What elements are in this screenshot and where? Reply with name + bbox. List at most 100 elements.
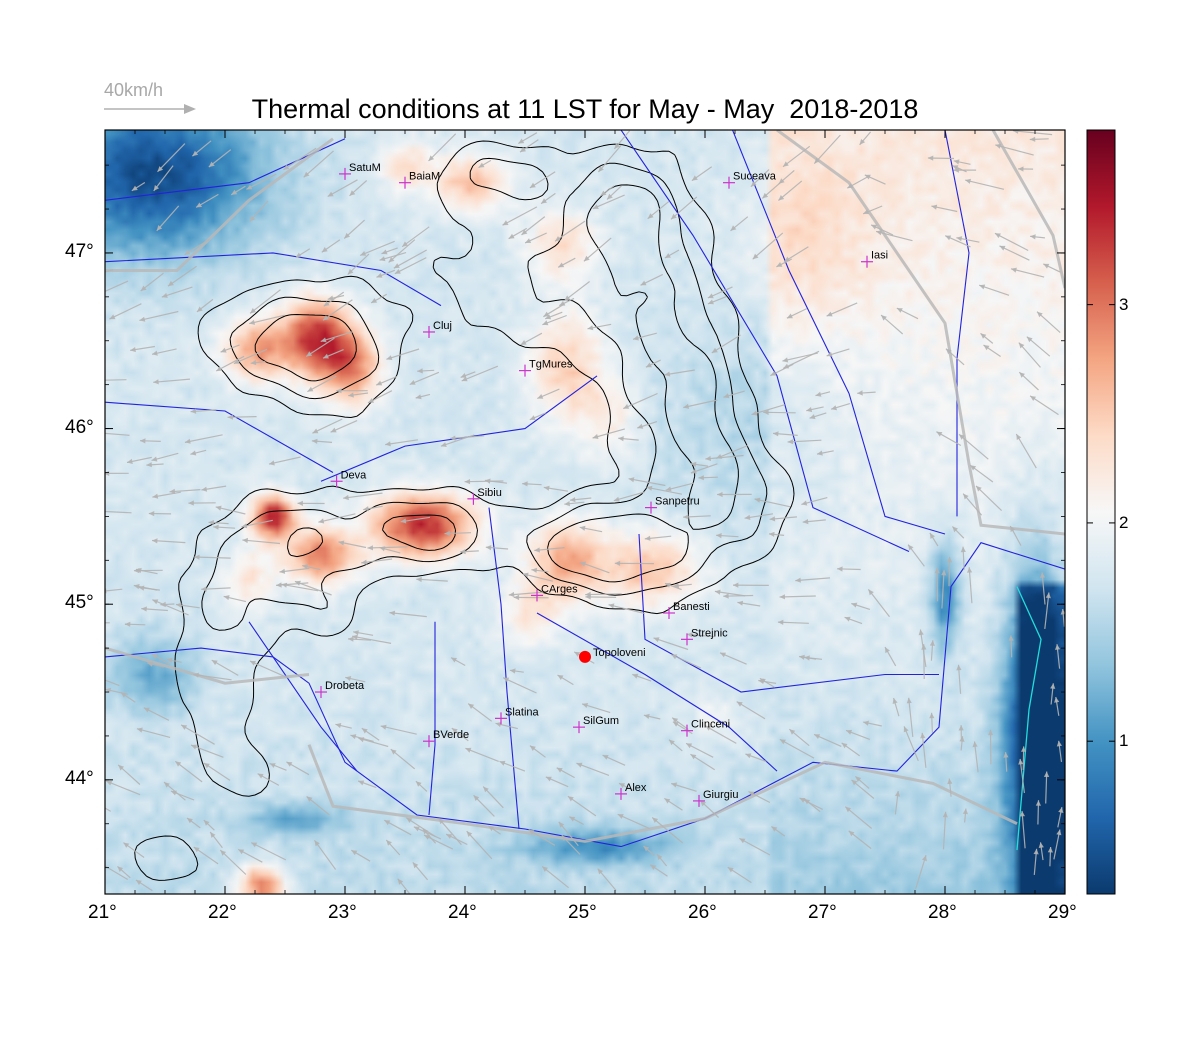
wind-arrow — [920, 732, 927, 768]
wind-arrow-head — [543, 485, 550, 491]
wind-arrow-shaft — [739, 837, 771, 856]
wind-arrow — [618, 436, 639, 442]
wind-arrow — [190, 744, 224, 758]
wind-arrow — [379, 252, 407, 262]
wind-arrow — [467, 703, 493, 722]
wind-arrow-shaft — [994, 232, 1029, 252]
wind-arrow — [645, 359, 661, 368]
wind-arrow — [465, 747, 499, 762]
wind-arrow — [464, 479, 504, 485]
wind-arrow — [1021, 746, 1027, 771]
wind-scale-label: 40km/h — [104, 80, 164, 100]
wind-arrow — [962, 808, 968, 823]
wind-arrow — [1036, 311, 1061, 334]
wind-arrow — [208, 520, 229, 526]
wind-arrow — [343, 492, 383, 501]
wind-arrow — [451, 727, 469, 742]
wind-arrow — [690, 461, 708, 467]
wind-arrow-head — [440, 442, 447, 447]
wind-arrow-head — [1003, 752, 1009, 758]
wind-arrow — [351, 634, 392, 644]
wind-arrow — [884, 646, 897, 667]
wind-arrow-head — [672, 721, 679, 727]
wind-arrow — [851, 602, 871, 610]
wind-arrow-shaft — [174, 760, 203, 783]
wind-arrow-head — [352, 634, 358, 640]
wind-arrow-head — [386, 840, 392, 846]
wind-arrow-head — [683, 514, 689, 520]
wind-arrow — [361, 727, 380, 741]
wind-arrow — [671, 654, 702, 669]
wind-arrow-head — [215, 505, 222, 511]
river-line — [536, 612, 778, 772]
wind-arrow-shaft — [711, 334, 741, 354]
wind-arrow — [730, 216, 749, 232]
wind-arrow — [870, 224, 894, 236]
wind-arrow — [249, 314, 285, 325]
wind-arrow-head — [815, 391, 822, 397]
wind-arrow-head — [343, 494, 349, 501]
wind-arrow — [698, 475, 718, 481]
wind-arrow-head — [762, 192, 769, 199]
wind-arrow-shaft — [380, 725, 417, 735]
wind-arrow — [649, 864, 668, 877]
wind-arrow — [531, 567, 549, 573]
wind-arrow-head — [251, 842, 258, 848]
wind-arrow-shaft — [136, 728, 171, 738]
wind-arrow-head — [628, 477, 635, 483]
wind-arrow-head — [460, 373, 467, 378]
wind-arrow-head — [1047, 847, 1053, 853]
wind-arrow — [592, 194, 625, 210]
wind-arrow — [376, 269, 396, 278]
wind-arrow-head — [1043, 263, 1050, 269]
wind-arrow — [789, 728, 810, 747]
wind-arrow-head — [799, 654, 805, 660]
wind-arrow-shaft — [782, 145, 811, 168]
wind-arrow-head — [193, 672, 199, 678]
wind-arrow-head — [970, 465, 977, 471]
wind-arrow — [336, 388, 368, 394]
wind-arrow — [249, 200, 269, 222]
wind-arrow — [845, 729, 871, 740]
wind-arrow-head — [336, 388, 342, 394]
colorbar-tick-label: 3 — [1119, 294, 1129, 314]
wind-arrow-head — [705, 455, 711, 462]
wind-arrow-head — [250, 660, 256, 666]
wind-arrow — [714, 589, 746, 597]
wind-arrow — [520, 332, 543, 346]
wind-arrow-head — [837, 566, 843, 572]
wind-arrow-head — [529, 182, 536, 188]
wind-arrow — [105, 679, 120, 687]
wind-arrow — [651, 817, 684, 844]
wind-arrow-head — [953, 159, 960, 165]
wind-arrow — [707, 296, 727, 305]
wind-arrow — [321, 239, 341, 253]
wind-arrow — [305, 337, 335, 358]
wind-arrow — [554, 220, 586, 242]
wind-arrow-head — [847, 183, 854, 189]
wind-arrow — [140, 272, 164, 292]
wind-arrow-head — [109, 314, 116, 320]
river-line — [428, 621, 436, 816]
wind-arrow-head — [349, 190, 356, 196]
wind-arrow — [686, 632, 715, 638]
wind-arrow-head — [1038, 842, 1044, 848]
wind-arrow-head — [799, 798, 806, 803]
wind-arrow-head — [542, 320, 549, 326]
wind-arrow-head — [826, 351, 833, 357]
wind-arrow-head — [464, 479, 471, 485]
wind-arrow-head — [751, 410, 758, 416]
wind-arrow — [1012, 130, 1053, 136]
wind-arrow — [152, 599, 189, 616]
wind-arrow-head — [191, 744, 197, 750]
wind-arrow-shaft — [283, 147, 317, 171]
wind-arrow-shaft — [314, 839, 337, 870]
wind-arrow-shaft — [502, 206, 538, 226]
wind-arrow-shaft — [105, 865, 129, 881]
river-line — [944, 130, 970, 517]
wind-arrow — [201, 586, 231, 592]
wind-arrow-head — [192, 150, 199, 157]
wind-arrow — [941, 569, 947, 609]
wind-arrow-head — [203, 763, 210, 769]
